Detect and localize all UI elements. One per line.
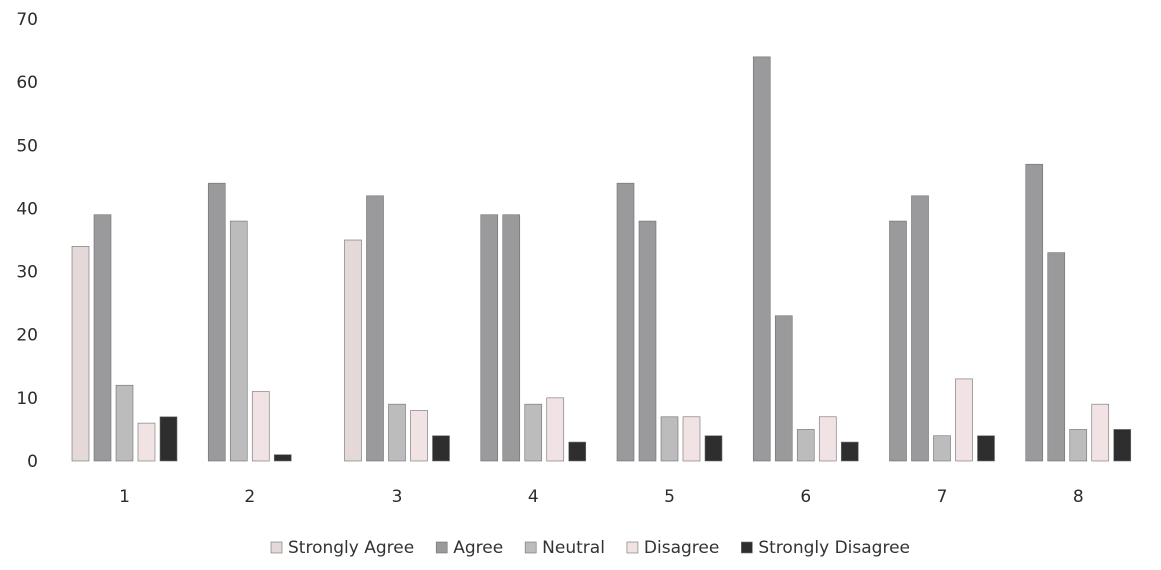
bar-disagree [819, 417, 836, 461]
bar-agree [481, 215, 498, 461]
bar-neutral [934, 436, 951, 461]
x-tick-label: 1 [119, 487, 130, 507]
legend-swatch [627, 542, 638, 553]
y-tick-label: 60 [16, 73, 38, 93]
legend-label: Neutral [542, 538, 605, 558]
x-tick-label: 2 [244, 487, 255, 507]
bar-group-6 [753, 57, 858, 461]
bar-disagree [547, 398, 564, 461]
legend-label: Agree [453, 538, 503, 558]
bar-group-8 [1026, 164, 1131, 461]
x-tick-label: 8 [1073, 487, 1084, 507]
bar-agree [1026, 164, 1043, 461]
bar-agree [753, 57, 770, 461]
legend-item-neutral: Neutral [525, 538, 605, 558]
bar-agree [503, 215, 520, 461]
bar-strongly-disagree [1114, 429, 1131, 461]
bar-agree [775, 316, 792, 461]
legend-swatch [741, 542, 752, 553]
bar-disagree [683, 417, 700, 461]
bar-group-3 [345, 196, 450, 461]
bar-strongly-agree [72, 246, 89, 461]
bar-agree [1048, 253, 1065, 461]
x-axis: 1 2 3 4 5 6 7 8 [119, 487, 1084, 507]
x-tick-label: 6 [800, 487, 811, 507]
bar-group-5 [617, 183, 722, 461]
bar-disagree [411, 410, 428, 461]
bar-strongly-disagree [569, 442, 586, 461]
bar-strongly-disagree [433, 436, 450, 461]
bar-neutral [230, 221, 247, 461]
bar-neutral [525, 404, 542, 461]
legend-item-strongly-agree: Strongly Agree [271, 538, 414, 558]
legend-swatch [271, 542, 282, 553]
bar-neutral [1070, 429, 1087, 461]
bar-groups [72, 57, 1131, 461]
bar-agree [890, 221, 907, 461]
bar-agree [912, 196, 929, 461]
bar-agree [367, 196, 384, 461]
legend: Strongly Agree Agree Neutral Disagree Strong… [271, 538, 910, 558]
bar-disagree [138, 423, 155, 461]
bar-group-4 [481, 215, 586, 461]
bar-group-7 [890, 196, 995, 461]
bar-agree [208, 183, 225, 461]
legend-label: Strongly Disagree [758, 538, 910, 558]
x-tick-label: 4 [528, 487, 539, 507]
bar-strongly-agree [345, 240, 362, 461]
bar-disagree [1092, 404, 1109, 461]
bar-group-2 [208, 183, 291, 461]
legend-swatch [525, 542, 536, 553]
y-tick-label: 30 [16, 263, 38, 283]
x-tick-label: 3 [392, 487, 403, 507]
legend-label: Strongly Agree [288, 538, 414, 558]
bar-strongly-disagree [274, 455, 291, 461]
bar-agree [94, 215, 111, 461]
bar-group-1 [72, 215, 177, 461]
bar-agree [639, 221, 656, 461]
y-tick-label: 50 [16, 136, 38, 156]
legend-swatch [436, 542, 447, 553]
y-tick-label: 40 [16, 199, 38, 219]
bar-neutral [116, 385, 133, 461]
y-tick-label: 0 [27, 452, 38, 472]
bar-agree [617, 183, 634, 461]
legend-item-agree: Agree [436, 538, 503, 558]
bar-neutral [661, 417, 678, 461]
bar-strongly-disagree [978, 436, 995, 461]
bar-neutral [797, 429, 814, 461]
legend-item-strongly-disagree: Strongly Disagree [741, 538, 910, 558]
y-tick-label: 10 [16, 389, 38, 409]
bar-strongly-disagree [160, 417, 177, 461]
bar-disagree [956, 379, 973, 461]
legend-item-disagree: Disagree [627, 538, 719, 558]
x-tick-label: 5 [664, 487, 675, 507]
bar-disagree [252, 392, 269, 461]
bar-neutral [389, 404, 406, 461]
bar-strongly-disagree [841, 442, 858, 461]
legend-label: Disagree [644, 538, 719, 558]
y-tick-label: 20 [16, 326, 38, 346]
x-tick-label: 7 [937, 487, 948, 507]
y-axis: 0 10 20 30 40 50 60 70 [16, 10, 38, 472]
y-tick-label: 70 [16, 10, 38, 30]
bar-strongly-disagree [705, 436, 722, 461]
